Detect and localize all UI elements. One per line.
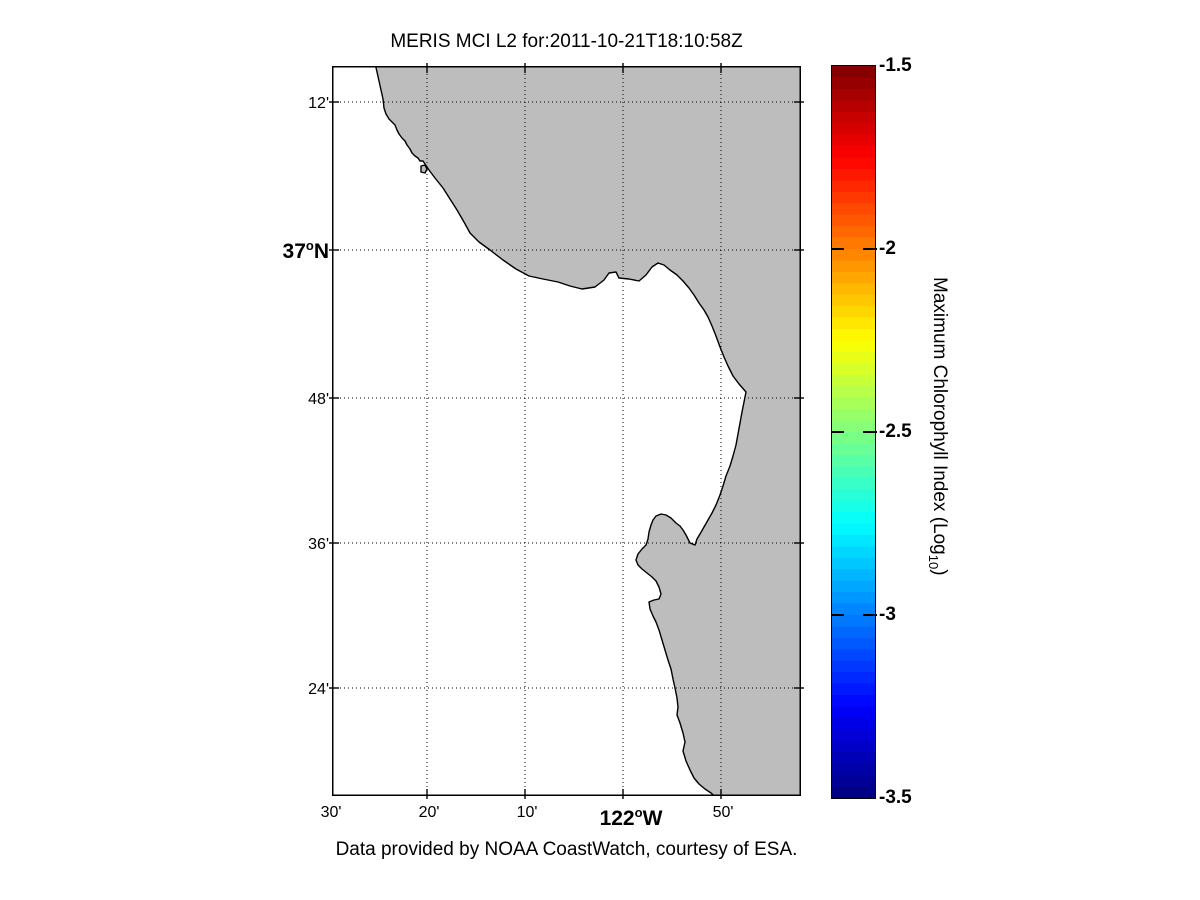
land-coastline <box>374 66 801 796</box>
colorbar-title: Maximum Chlorophyll Index (Log10) <box>926 277 950 576</box>
caption: Data provided by NOAA CoastWatch, courte… <box>335 839 798 860</box>
colorbar-tick-mark <box>832 248 844 250</box>
figure-title: MERIS MCI L2 for:2011-10-21T18:10:58Z <box>390 31 743 52</box>
degree-superscript: o <box>305 238 314 253</box>
y-tick-label-48min: 48' <box>308 391 329 408</box>
x-tick-label-20min: 20' <box>418 804 440 821</box>
y-tick-label-24min: 24' <box>308 681 329 698</box>
colorbar-tick-label: -1.5 <box>879 55 912 76</box>
offshore-island <box>420 164 428 174</box>
colorbar-tick-label: -3 <box>879 604 896 625</box>
y-tick-label-37deg-n: 37oN <box>282 238 329 263</box>
colorbar-tick-mark <box>832 614 844 616</box>
colorbar-tick-label: -2.5 <box>879 421 912 442</box>
x-tick-label-10min: 10' <box>516 804 538 821</box>
y-tick-label-36min: 36' <box>308 536 329 553</box>
x-tick-label-50min: 50' <box>712 804 734 821</box>
x-tick-label-30min: 30' <box>320 804 342 821</box>
colorbar-tick-label: -2 <box>879 238 896 259</box>
log-subscript: 10 <box>926 554 941 570</box>
plot-frame <box>332 66 801 796</box>
colorbar-tick-mark <box>863 614 877 616</box>
degree-superscript: o <box>634 805 643 820</box>
y-tick-label-12min: 12' <box>308 95 329 112</box>
axis-ticks <box>329 63 804 799</box>
colorbar-tick-mark <box>863 431 877 433</box>
x-tick-label-122deg-w: 122oW <box>599 805 663 830</box>
colorbar-tick-mark <box>863 248 877 250</box>
map-plot <box>329 63 804 799</box>
colorbar-tick-mark <box>832 431 844 433</box>
colorbar-tick-label: -3.5 <box>879 787 912 808</box>
graticule-gridlines <box>332 66 801 796</box>
